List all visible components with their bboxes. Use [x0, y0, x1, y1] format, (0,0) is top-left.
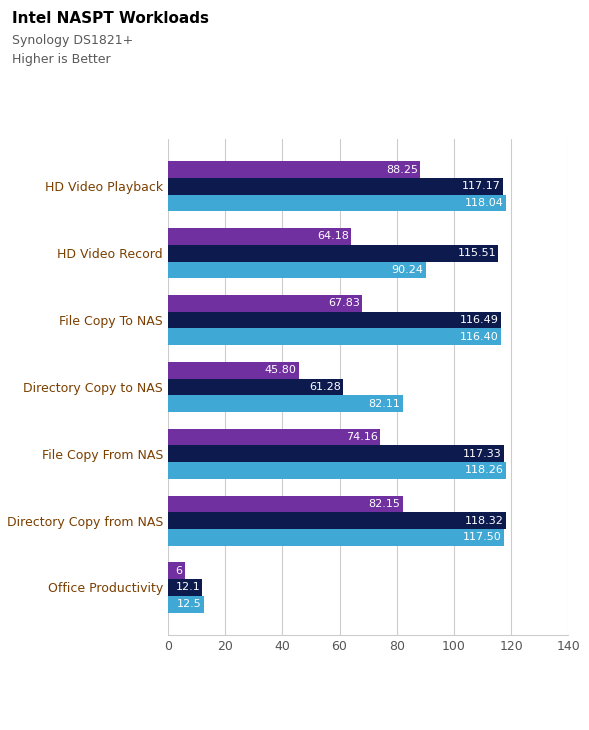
Bar [168, 362, 299, 379]
Text: 118.26: 118.26 [465, 466, 504, 475]
Text: 117.50: 117.50 [463, 532, 502, 542]
Bar [168, 312, 501, 328]
Text: 64.18: 64.18 [317, 231, 349, 242]
Bar [168, 245, 498, 261]
Bar [168, 562, 185, 579]
Bar [168, 429, 380, 445]
Text: 90.24: 90.24 [392, 265, 423, 275]
Text: 116.40: 116.40 [460, 331, 498, 342]
Bar [168, 295, 362, 312]
Bar [168, 228, 352, 245]
Text: 117.33: 117.33 [462, 449, 501, 458]
Text: 117.17: 117.17 [462, 181, 501, 191]
Text: 82.15: 82.15 [369, 499, 401, 509]
Bar [168, 512, 507, 529]
Text: 12.1: 12.1 [176, 583, 200, 593]
Bar [168, 395, 403, 412]
Text: 45.80: 45.80 [264, 365, 297, 375]
Text: 118.32: 118.32 [465, 515, 504, 526]
Text: 116.49: 116.49 [460, 315, 499, 325]
Bar [168, 161, 421, 178]
Text: 12.5: 12.5 [177, 599, 201, 609]
Text: Higher is Better: Higher is Better [12, 53, 110, 66]
Bar [168, 178, 503, 195]
Text: 67.83: 67.83 [327, 299, 360, 308]
Text: Intel NASPT Workloads: Intel NASPT Workloads [12, 11, 209, 26]
Bar [168, 596, 204, 612]
Text: 74.16: 74.16 [346, 432, 378, 442]
Text: 118.04: 118.04 [464, 198, 503, 208]
Text: 115.51: 115.51 [458, 248, 496, 258]
Bar [168, 328, 501, 345]
Bar [168, 529, 504, 546]
Bar [168, 195, 505, 212]
Text: 82.11: 82.11 [369, 399, 401, 409]
Text: 88.25: 88.25 [386, 165, 418, 174]
Bar [168, 445, 504, 462]
Bar [168, 379, 343, 395]
Bar [168, 261, 426, 278]
Bar [168, 462, 506, 479]
Bar [168, 579, 203, 596]
Text: 61.28: 61.28 [309, 382, 341, 392]
Text: 6: 6 [176, 566, 183, 576]
Bar [168, 496, 403, 512]
Text: Synology DS1821+: Synology DS1821+ [12, 34, 133, 47]
